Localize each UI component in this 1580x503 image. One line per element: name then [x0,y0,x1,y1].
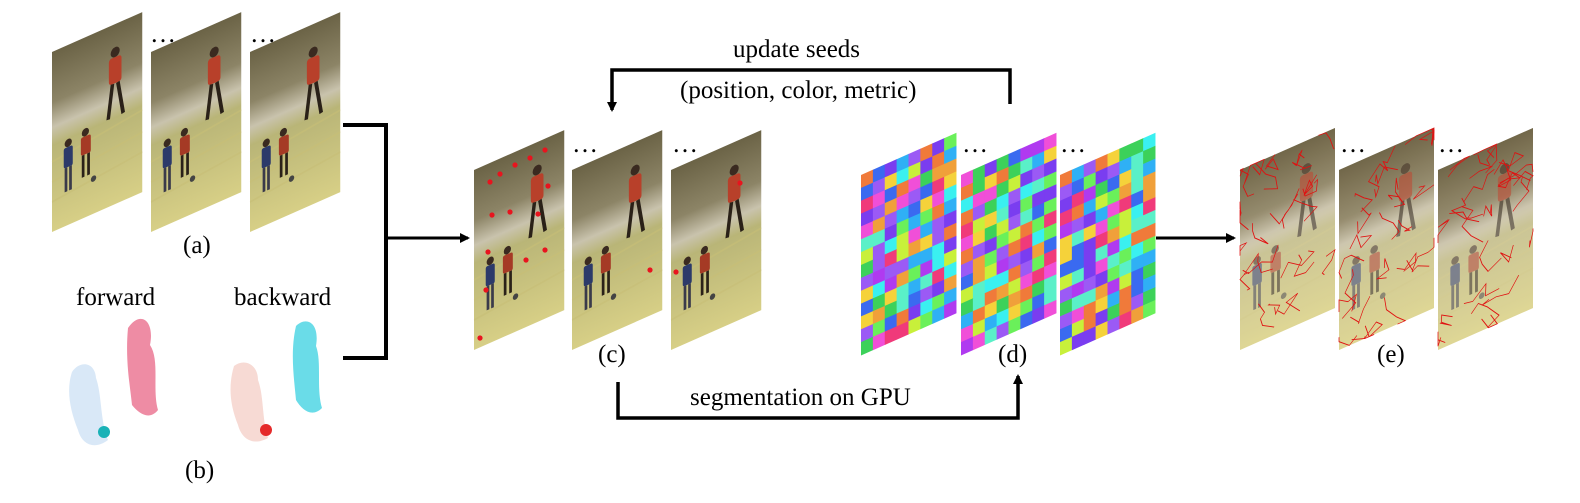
frame-icon [861,132,957,356]
update-seeds-loop: update seeds (position, color, metric) [607,36,1012,112]
ellipsis-text: … [572,129,599,158]
frame-icon [570,129,664,352]
frame-icon [961,132,1057,356]
forward-label: forward [76,284,156,311]
caption-e: (e) [1377,341,1405,368]
frame-icon [50,11,144,234]
ellipsis-text: … [150,19,177,48]
caption-b: (b) [185,457,214,484]
caption-a: (a) [183,232,211,259]
ellipsis-text: … [672,129,699,158]
caption-d: (d) [998,341,1027,368]
segmentation-results-e: … … (e) [1238,126,1535,368]
label-maps-d: … … (d) [861,129,1156,368]
optical-flow-b: forward backward (b) [69,284,332,484]
caption-c: (c) [598,341,626,368]
segmentation-label: segmentation on GPU [690,384,911,411]
frame-icon [1238,126,1337,352]
segmentation-loop: segmentation on GPU [616,374,1023,420]
seeded-frames-c: … … (c) [472,129,763,368]
frame-icon [1337,126,1436,352]
backward-flow-image [230,321,322,442]
input-frames-a: … … (a) [50,11,342,259]
forward-flow-image [69,318,158,446]
frame-icon [472,129,566,352]
ellipsis-text: … [1438,129,1465,158]
update-seeds-label: update seeds [733,36,860,63]
frame-icon [1436,126,1535,352]
merge-connector [343,123,470,360]
ellipsis-text: … [250,19,277,48]
ellipsis-text: … [1340,129,1367,158]
update-detail-label: (position, color, metric) [680,77,916,104]
frame-icon [669,129,763,352]
frame-icon [1060,132,1156,356]
seed-points [477,147,743,341]
backward-label: backward [234,284,332,311]
ellipsis-text: … [1060,129,1087,158]
ellipsis-text: … [962,129,989,158]
